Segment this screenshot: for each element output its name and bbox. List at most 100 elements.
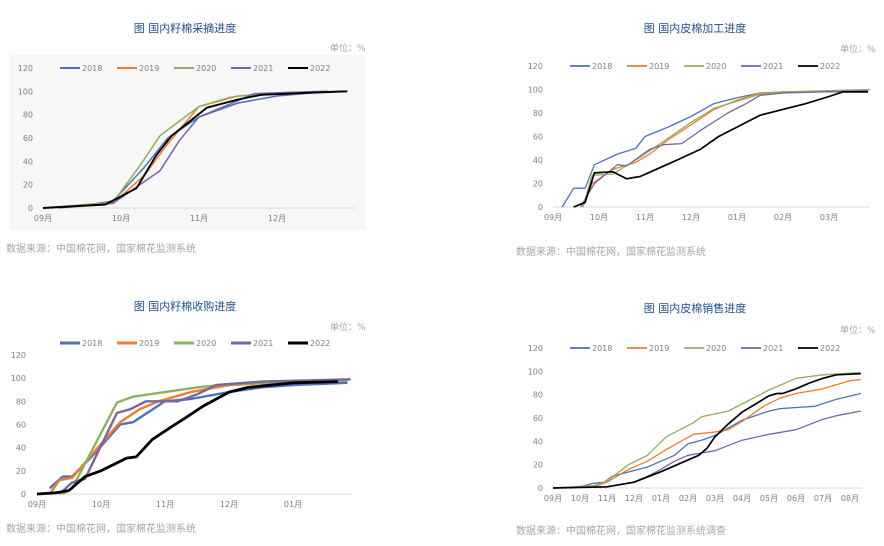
series-line-2022 <box>573 91 869 208</box>
y-tick-label: 120 <box>11 351 26 360</box>
y-tick-label: 100 <box>11 374 26 383</box>
x-tick-label: 10月 <box>571 494 589 503</box>
x-tick-label: 02月 <box>774 213 792 222</box>
y-tick-label: 0 <box>538 203 543 212</box>
chart-4-source: 数据来源：中国棉花网，国家棉花监测系统调查 <box>516 526 726 537</box>
y-tick-label: 60 <box>533 133 543 142</box>
series-line-2018 <box>552 392 861 489</box>
y-tick-label: 0 <box>538 484 543 493</box>
x-tick-label: 07月 <box>814 494 832 503</box>
legend-label-2022: 2022 <box>820 62 840 71</box>
y-tick-label: 40 <box>16 444 26 453</box>
legend-label-2018: 2018 <box>592 344 612 353</box>
chart-2-source: 数据来源：中国棉花网，国家棉花监测系统 <box>516 247 706 258</box>
legend-label-2022: 2022 <box>310 339 330 348</box>
chart-2: 0 20 40 60 80 100 120 09月 10月 11月 12月 01月 02月 03月 2018… <box>528 62 871 222</box>
chart-2-title: 图 国内皮棉加工进度 <box>643 22 747 35</box>
x-tick-label: 01月 <box>652 494 670 503</box>
chart-4: 0 20 40 60 80 100 120 09月 10月 11月 12月 01月 02月 03月 04月 0… <box>528 344 862 503</box>
y-tick-label: 100 <box>18 87 33 96</box>
chart-3-source: 数据来源：中国棉花网，国家棉花监测系统 <box>6 524 196 535</box>
x-tick-label: 11月 <box>636 213 654 222</box>
chart-3-title: 图 国内籽棉收购进度 <box>133 300 237 313</box>
y-tick-label: 80 <box>533 109 543 118</box>
x-tick-label: 01月 <box>728 213 746 222</box>
y-tick-label: 20 <box>533 180 543 189</box>
y-tick-label: 100 <box>528 86 543 95</box>
x-tick-label: 09月 <box>34 214 52 223</box>
y-tick-label: 0 <box>21 490 26 499</box>
x-tick-label: 12月 <box>220 500 238 509</box>
x-tick-label: 02月 <box>679 494 697 503</box>
y-tick-label: 40 <box>23 157 33 166</box>
chart-1-title: 图 国内籽棉采摘进度 <box>133 22 237 35</box>
chart-3-unit: 单位：% <box>330 323 366 333</box>
y-tick-label: 80 <box>16 397 26 406</box>
legend-label-2018: 2018 <box>82 339 102 348</box>
legend-label-2021: 2021 <box>253 339 273 348</box>
x-tick-label: 12月 <box>682 213 700 222</box>
x-tick-label: 10月 <box>590 213 608 222</box>
x-tick-label: 12月 <box>625 494 643 503</box>
series-line-2022 <box>552 372 861 489</box>
x-tick-label: 09月 <box>544 494 562 503</box>
y-tick-label: 20 <box>16 467 26 476</box>
y-tick-label: 60 <box>16 421 26 430</box>
legend-label-2020: 2020 <box>706 344 726 353</box>
series-line-2020 <box>582 88 871 208</box>
chart-2-unit: 单位：% <box>840 45 876 55</box>
series-line-2022 <box>36 380 338 496</box>
legend-label-2020: 2020 <box>196 64 216 73</box>
y-tick-label: 0 <box>28 204 33 213</box>
x-tick-label: 08月 <box>841 494 859 503</box>
legend-label-2018: 2018 <box>82 64 102 73</box>
x-tick-label: 03月 <box>820 213 838 222</box>
chart-4-unit: 单位：% <box>840 326 876 336</box>
y-tick-label: 80 <box>23 111 33 120</box>
legend-label-2021: 2021 <box>763 62 783 71</box>
legend-label-2018: 2018 <box>592 62 612 71</box>
series-line-2020 <box>552 371 861 489</box>
y-tick-label: 40 <box>533 437 543 446</box>
legend-label-2020: 2020 <box>706 62 726 71</box>
x-tick-label: 09月 <box>28 500 46 509</box>
y-tick-label: 20 <box>533 461 543 470</box>
chart-1-unit: 单位：% <box>330 44 366 54</box>
x-tick-label: 11月 <box>156 500 174 509</box>
legend-label-2019: 2019 <box>649 344 669 353</box>
legend-label-2019: 2019 <box>139 64 159 73</box>
chart-4-title: 图 国内皮棉销售进度 <box>643 302 747 315</box>
chart-1: 0 20 40 60 80 100 120 09月 10月 11月 12月 2018 2019 2020 2… <box>10 55 365 230</box>
x-tick-label: 10月 <box>112 214 130 223</box>
x-tick-label: 09月 <box>544 213 562 222</box>
x-tick-label: 06月 <box>787 494 805 503</box>
y-tick-label: 60 <box>23 134 33 143</box>
x-tick-label: 11月 <box>598 494 616 503</box>
plot-background <box>10 55 365 230</box>
x-tick-label: 05月 <box>760 494 778 503</box>
y-tick-label: 100 <box>528 367 543 376</box>
chart-3: 0 20 40 60 80 100 120 09月 10月 11月 12月 01月 2018 2019 20… <box>11 339 352 509</box>
series-line-2021 <box>580 90 869 208</box>
legend-label-2022: 2022 <box>820 344 840 353</box>
legend-label-2019: 2019 <box>139 339 159 348</box>
x-tick-label: 01月 <box>284 500 302 509</box>
x-tick-label: 11月 <box>190 214 208 223</box>
y-tick-label: 120 <box>528 62 543 71</box>
x-tick-label: 03月 <box>706 494 724 503</box>
y-tick-label: 40 <box>533 156 543 165</box>
x-tick-label: 04月 <box>733 494 751 503</box>
series-line-2019 <box>552 378 861 489</box>
x-tick-label: 10月 <box>92 500 110 509</box>
y-tick-label: 60 <box>533 414 543 423</box>
legend-label-2022: 2022 <box>310 64 330 73</box>
x-tick-label: 12月 <box>268 214 286 223</box>
legend-label-2019: 2019 <box>649 62 669 71</box>
y-tick-label: 120 <box>18 64 33 73</box>
series-line-2019 <box>582 90 869 208</box>
y-tick-label: 20 <box>23 181 33 190</box>
legend-label-2021: 2021 <box>253 64 273 73</box>
series-line-2021 <box>552 410 861 489</box>
legend-label-2020: 2020 <box>196 339 216 348</box>
